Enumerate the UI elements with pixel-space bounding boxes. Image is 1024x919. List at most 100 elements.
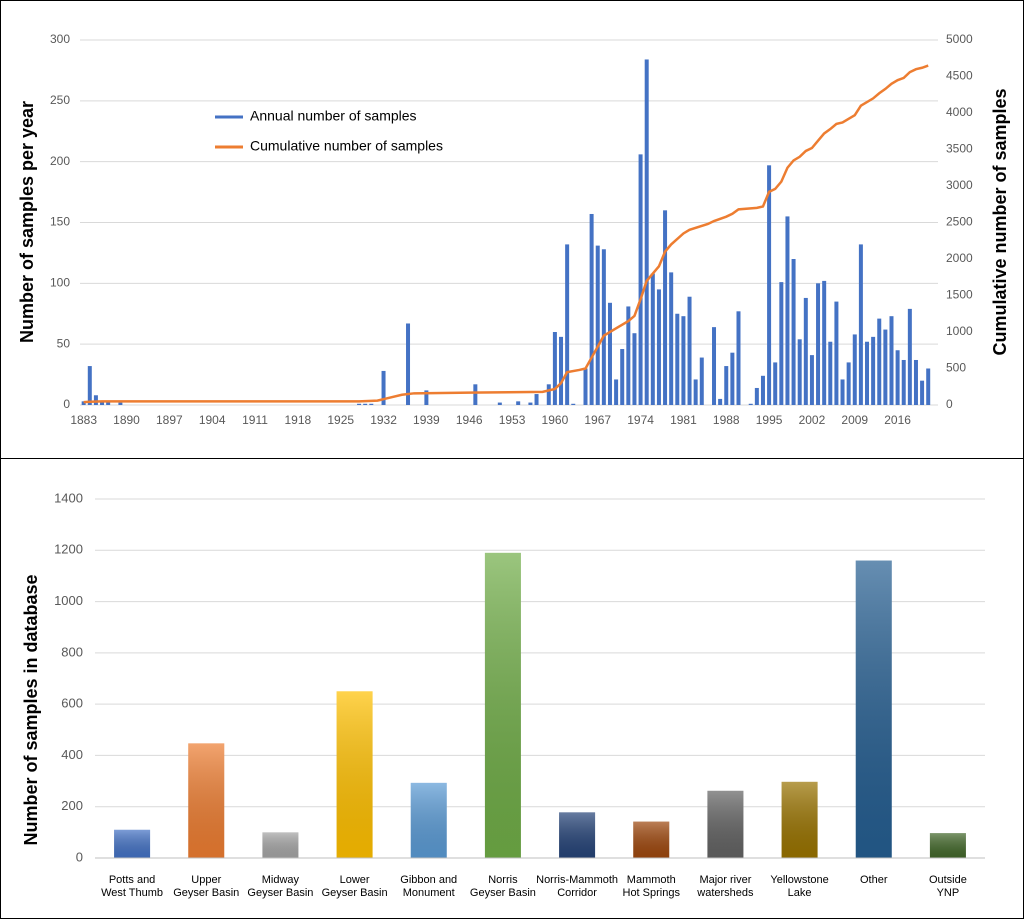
bar [336, 691, 373, 858]
y-tick-label: 200 [50, 154, 70, 168]
bar [681, 316, 686, 405]
bar [834, 301, 839, 405]
bar [785, 216, 790, 405]
bar [626, 306, 631, 405]
bar [877, 318, 882, 405]
bar [565, 244, 570, 405]
x-tick-label: Major river [699, 874, 751, 886]
x-tick-label: 1918 [285, 413, 312, 427]
bar [855, 560, 892, 858]
y-axis-title: Number of samples in database [21, 574, 41, 845]
y2-tick-label: 1500 [946, 288, 973, 302]
x-tick-label: 2016 [884, 413, 911, 427]
bar [693, 379, 698, 405]
bar [632, 333, 637, 405]
bar [712, 327, 717, 405]
bar [484, 552, 521, 858]
y2-tick-label: 500 [946, 361, 966, 375]
x-tick-label: 1911 [242, 413, 268, 427]
bar [730, 352, 735, 405]
bar [929, 833, 966, 858]
bar [663, 210, 668, 405]
y-tick-label: 150 [50, 215, 70, 229]
x-tick-label: Lake [788, 887, 812, 899]
bar [424, 390, 429, 405]
bar [262, 832, 299, 858]
bar [816, 283, 821, 405]
x-tick-label: West Thumb [101, 887, 163, 899]
bar [760, 375, 765, 405]
bar [473, 384, 478, 405]
y-axis-title: Number of samples per year [17, 101, 37, 343]
bar [93, 395, 98, 405]
y-tick-label: 100 [50, 276, 70, 290]
bar [516, 401, 521, 405]
x-tick-label: 1953 [499, 413, 526, 427]
x-tick-label: Geyser Basin [173, 887, 239, 899]
x-tick-label: Geyser Basin [247, 887, 313, 899]
bar [926, 368, 931, 405]
y2-tick-label: 1000 [946, 324, 973, 338]
bar [901, 359, 906, 405]
bar [656, 289, 661, 405]
y-tick-label: 250 [50, 93, 70, 107]
bar [406, 323, 411, 405]
x-tick-label: Norris-Mammoth [536, 874, 618, 886]
x-tick-label: YNP [937, 887, 960, 899]
bar [736, 311, 741, 405]
bar [87, 366, 92, 405]
x-tick-label: 1974 [627, 413, 654, 427]
x-tick-label: 2009 [841, 413, 868, 427]
y-tick-label: 200 [61, 798, 83, 813]
x-tick-label: Geyser Basin [470, 887, 536, 899]
y-tick-label: 1200 [54, 542, 83, 557]
y-tick-label: 1400 [54, 490, 83, 505]
bar [846, 362, 851, 405]
x-tick-label: 2002 [799, 413, 826, 427]
bar [675, 313, 680, 405]
y-tick-label: 0 [76, 849, 83, 864]
bar [595, 245, 600, 405]
line [83, 64, 929, 404]
legend-label: Cumulative number of samples [250, 138, 443, 154]
bar [754, 387, 759, 405]
x-tick-label: 1946 [456, 413, 483, 427]
x-tick-label: Yellowstone [770, 874, 828, 886]
y-tick-label: 50 [57, 336, 71, 350]
y2-tick-label: 2000 [946, 251, 973, 265]
bar [583, 368, 588, 405]
bar [188, 743, 225, 858]
bar [840, 379, 845, 405]
bar [114, 829, 151, 858]
bar [601, 249, 606, 405]
bar [381, 370, 386, 405]
y2-tick-label: 3000 [946, 178, 973, 192]
y-tick-label: 400 [61, 747, 83, 762]
bar [497, 402, 502, 405]
x-tick-label: 1988 [713, 413, 740, 427]
legend-label: Annual number of samples [250, 108, 417, 124]
bar [534, 394, 539, 405]
y-tick-label: 300 [50, 32, 70, 46]
x-tick-label: Mammoth [627, 874, 676, 886]
bar [773, 362, 778, 405]
y-tick-label: 0 [63, 397, 70, 411]
x-tick-label: Corridor [557, 887, 597, 899]
y2-tick-label: 5000 [946, 32, 973, 46]
bar [559, 812, 596, 858]
bar [620, 349, 625, 405]
bar [410, 782, 447, 858]
bar [638, 154, 643, 405]
x-tick-label: Potts and [109, 874, 155, 886]
bar [907, 308, 912, 405]
bar [552, 332, 557, 405]
y2-tick-label: 0 [946, 397, 953, 411]
bar [895, 350, 900, 405]
bar [357, 403, 362, 405]
bar [797, 339, 802, 405]
bar [883, 329, 888, 405]
bar [803, 297, 808, 405]
x-tick-label: 1967 [584, 413, 611, 427]
x-tick-label: 1897 [156, 413, 183, 427]
